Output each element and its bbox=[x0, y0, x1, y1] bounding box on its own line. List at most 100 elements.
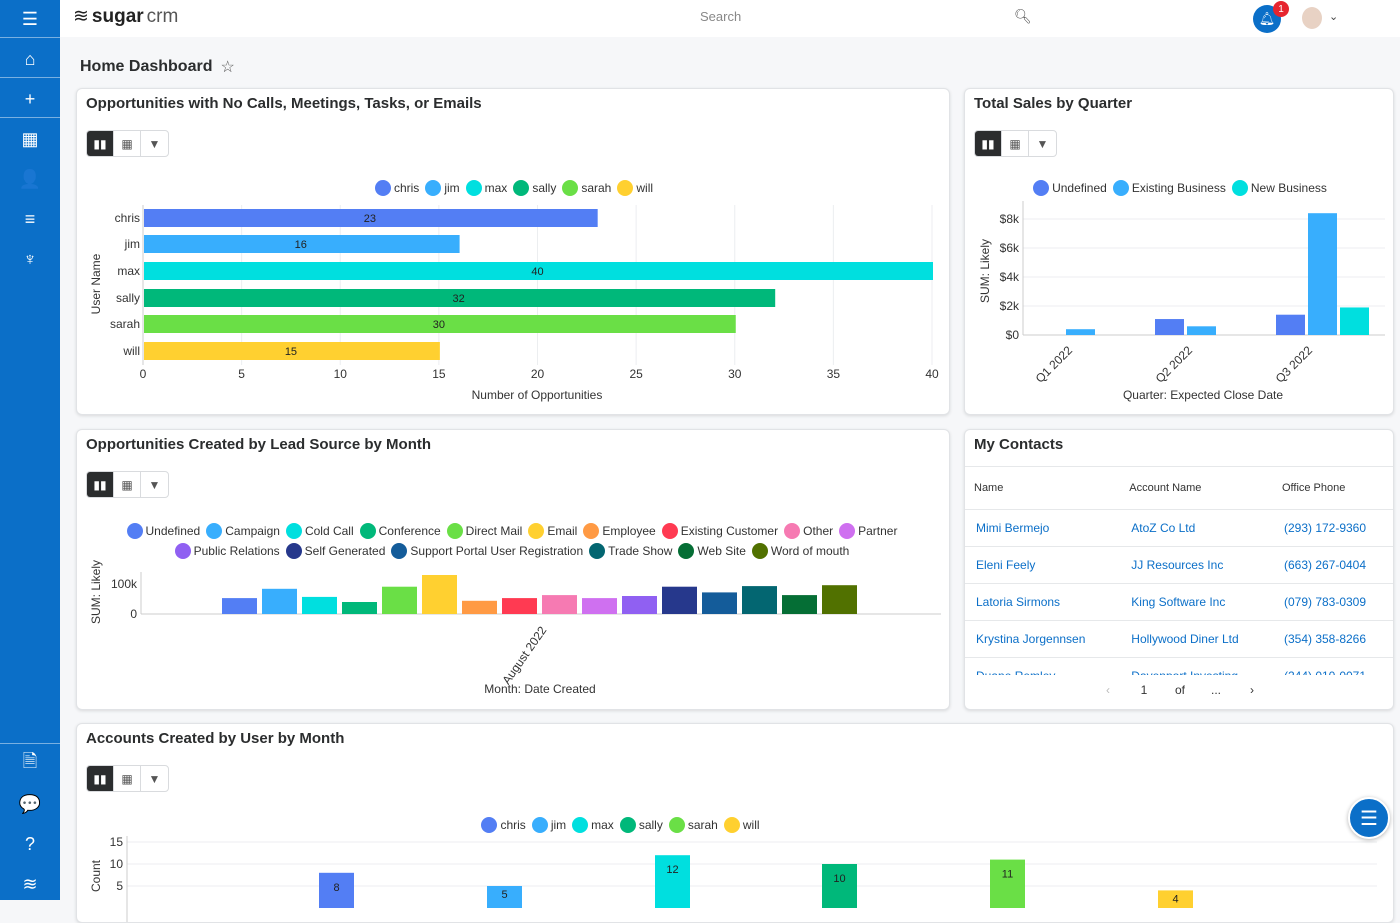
legend-item[interactable]: Employee bbox=[583, 523, 656, 539]
phone-link[interactable]: (079) 783-0309 bbox=[1272, 583, 1393, 621]
legend-item[interactable]: will bbox=[617, 180, 653, 196]
bar-value-label: 11 bbox=[1002, 869, 1013, 881]
favorite-star-icon[interactable]: ☆ bbox=[220, 59, 235, 76]
legend-item[interactable]: chris bbox=[481, 817, 526, 833]
legend-item[interactable]: Existing Business bbox=[1112, 180, 1226, 196]
table-view-button[interactable]: ▦ bbox=[114, 472, 141, 497]
phone-link[interactable]: (663) 267-0404 bbox=[1272, 546, 1393, 584]
legend-item[interactable]: Email bbox=[528, 523, 577, 539]
legend-item[interactable]: Public Relations bbox=[174, 543, 280, 559]
help-icon[interactable]: ? bbox=[24, 833, 35, 854]
legend-item[interactable]: chris bbox=[374, 180, 419, 196]
legend-item[interactable]: Word of mouth bbox=[751, 543, 849, 559]
table-view-button[interactable]: ▦ bbox=[114, 131, 141, 156]
chat-icon[interactable]: 💬 bbox=[18, 793, 42, 814]
table-view-button[interactable]: ▦ bbox=[114, 766, 141, 791]
account-name-link[interactable]: King Software Inc bbox=[1120, 583, 1273, 621]
filter-button[interactable]: ▼ bbox=[148, 136, 161, 151]
legend-item[interactable]: Web Site bbox=[678, 543, 746, 559]
bar-sally bbox=[822, 864, 857, 908]
bar-value-label: 4 bbox=[1172, 893, 1178, 905]
chart-view-button[interactable]: ▮▮ bbox=[975, 131, 1002, 156]
legend-item[interactable]: New Business bbox=[1231, 180, 1327, 196]
bar-campaign bbox=[262, 588, 297, 614]
table-view-button[interactable]: ▦ bbox=[1002, 131, 1029, 156]
legend-item[interactable]: Direct Mail bbox=[446, 523, 523, 539]
bar-existing-customer bbox=[502, 598, 537, 614]
x-tick-label: 15 bbox=[432, 367, 446, 381]
legend-label: max bbox=[591, 818, 614, 832]
legend-dot bbox=[285, 543, 302, 559]
legend-dot bbox=[1033, 180, 1050, 196]
legend-item[interactable]: max bbox=[465, 180, 507, 196]
legend-item[interactable]: max bbox=[572, 817, 614, 833]
legend-item[interactable]: sally bbox=[513, 180, 556, 196]
accounts-icon[interactable]: ▦ bbox=[21, 128, 39, 149]
next-page-button[interactable]: › bbox=[1250, 683, 1254, 697]
dashlet-title: My Contacts bbox=[974, 436, 1064, 453]
legend-item[interactable]: Cold Call bbox=[285, 523, 354, 539]
legend-item[interactable]: will bbox=[723, 817, 760, 833]
contact-name-link[interactable]: Krystina Jorgennsen bbox=[965, 620, 1121, 658]
phone-link[interactable]: (354) 358-8266 bbox=[1272, 620, 1393, 658]
legend-item[interactable]: sarah bbox=[562, 180, 611, 196]
home-icon[interactable]: ⌂ bbox=[24, 48, 36, 69]
column-header[interactable]: Account Name bbox=[1120, 466, 1273, 510]
legend-item[interactable]: Campaign bbox=[206, 523, 280, 539]
column-header[interactable]: Office Phone bbox=[1272, 466, 1393, 510]
legend-label: jim bbox=[444, 181, 460, 195]
chart-view-button[interactable]: ▮▮ bbox=[87, 766, 114, 791]
page-number[interactable]: 1 bbox=[1140, 683, 1148, 697]
contact-name-link[interactable]: Latoria Sirmons bbox=[965, 583, 1121, 621]
legend-label: Employee bbox=[602, 524, 656, 538]
document-icon[interactable]: 🗎 bbox=[22, 751, 38, 771]
menu-icon[interactable]: ☰ bbox=[21, 8, 39, 29]
contact-name-link[interactable]: Mimi Bermejo bbox=[965, 509, 1121, 547]
phone-link[interactable]: (293) 172-9360 bbox=[1272, 509, 1393, 547]
legend-item[interactable]: Undefined bbox=[1033, 180, 1107, 196]
contact-name-link[interactable]: Eleni Feely bbox=[965, 546, 1121, 584]
search-input[interactable]: Search bbox=[700, 9, 742, 24]
floating-menu-button[interactable]: ☰ bbox=[1348, 797, 1390, 839]
plus-icon[interactable]: + bbox=[24, 88, 36, 109]
legend-item[interactable]: Conference bbox=[359, 523, 441, 539]
column-header[interactable]: Name bbox=[965, 466, 1121, 510]
y-tick-label: 0 bbox=[130, 607, 137, 621]
filter-button[interactable]: ▼ bbox=[148, 477, 161, 492]
legend-item[interactable]: Other bbox=[784, 523, 833, 539]
legend-item[interactable]: Partner bbox=[839, 523, 897, 539]
user-avatar[interactable] bbox=[1300, 5, 1324, 31]
opportunities-icon[interactable]: ♆ bbox=[23, 248, 37, 269]
sugarcrm-logo[interactable]: ≋ sugar crm bbox=[73, 5, 179, 28]
sidebar-divider bbox=[0, 37, 60, 38]
chart-view-button[interactable]: ▮▮ bbox=[87, 472, 114, 497]
bar-direct-mail bbox=[382, 586, 417, 614]
prev-page-button[interactable]: ‹ bbox=[1106, 683, 1110, 697]
filter-button[interactable]: ▼ bbox=[148, 771, 161, 786]
contacts-icon[interactable]: 👤 bbox=[18, 168, 42, 189]
legend-item[interactable]: jim bbox=[531, 817, 566, 833]
chevron-down-icon[interactable]: ⌄ bbox=[1329, 11, 1339, 23]
legend-item[interactable]: jim bbox=[425, 180, 460, 196]
legend-item[interactable]: Trade Show bbox=[589, 543, 672, 559]
legend-label: Direct Mail bbox=[465, 524, 523, 538]
legend-item[interactable]: Support Portal User Registration bbox=[391, 543, 583, 559]
legend-item[interactable]: Self Generated bbox=[285, 543, 385, 559]
chart-legend: chris jim max sally sarah will bbox=[77, 180, 949, 196]
chart-view-button[interactable]: ▮▮ bbox=[87, 131, 114, 156]
legend-dot bbox=[481, 817, 498, 833]
account-name-link[interactable]: AtoZ Co Ltd bbox=[1120, 509, 1273, 547]
legend-item[interactable]: Existing Customer bbox=[661, 523, 778, 539]
leads-funnel-icon[interactable]: ≡ bbox=[24, 208, 36, 229]
x-tick-label: 25 bbox=[629, 367, 643, 381]
legend-label: chris bbox=[500, 818, 526, 832]
legend-item[interactable]: sally bbox=[619, 817, 663, 833]
legend-item[interactable]: Undefined bbox=[126, 523, 200, 539]
layers-icon[interactable]: ≋ bbox=[22, 873, 38, 894]
search-icon[interactable]: 🔍︎ bbox=[1014, 8, 1032, 24]
account-name-link[interactable]: Hollywood Diner Ltd bbox=[1120, 620, 1273, 658]
filter-button[interactable]: ▼ bbox=[1036, 136, 1049, 151]
account-name-link[interactable]: JJ Resources Inc bbox=[1120, 546, 1273, 584]
legend-item[interactable]: sarah bbox=[668, 817, 718, 833]
legend-dot bbox=[391, 543, 408, 559]
